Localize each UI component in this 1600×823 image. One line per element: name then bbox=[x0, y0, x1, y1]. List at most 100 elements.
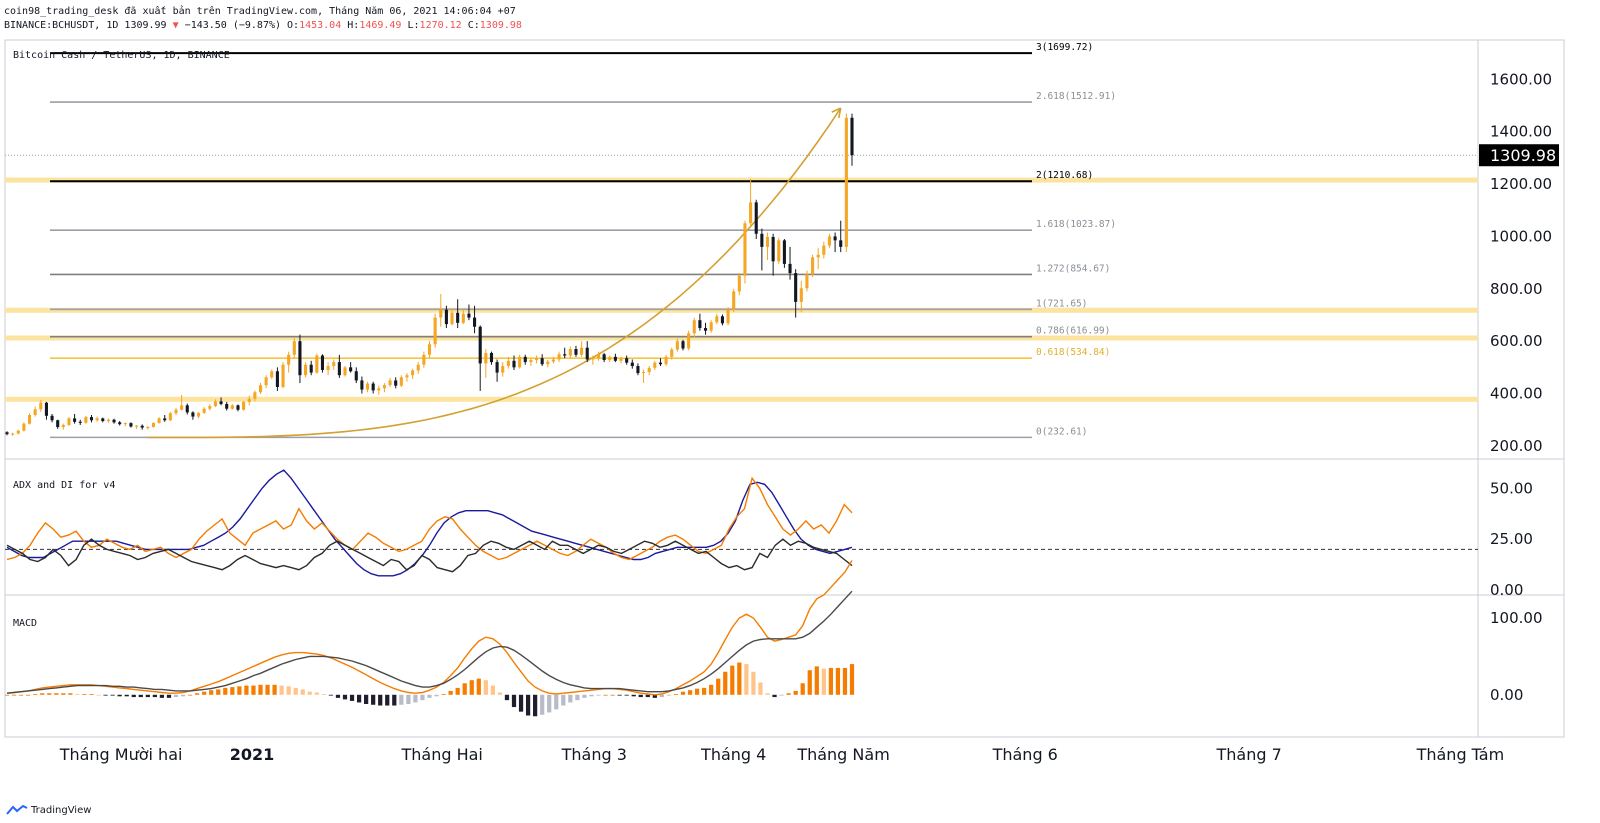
macd-series-line bbox=[6, 560, 853, 696]
candle-body bbox=[788, 263, 792, 274]
macd-histogram-bar bbox=[561, 694, 566, 706]
macd-histogram-bar bbox=[237, 686, 242, 695]
macd-histogram-bar bbox=[68, 693, 73, 695]
candle-body bbox=[360, 380, 364, 390]
candle-body bbox=[95, 418, 99, 421]
macd-histogram-bar bbox=[279, 685, 284, 695]
macd-histogram-bar bbox=[744, 664, 749, 695]
candle-body bbox=[799, 288, 803, 302]
macd-histogram-bar bbox=[434, 694, 439, 697]
tradingview-brand: TradingView bbox=[31, 804, 92, 816]
time-axis-tick: Tháng Mười hai bbox=[59, 745, 183, 764]
macd-histogram-bar bbox=[596, 694, 601, 696]
macd-histogram-bar bbox=[540, 694, 545, 715]
macd-histogram-bar bbox=[575, 694, 580, 701]
macd-histogram-bar bbox=[666, 694, 672, 696]
macd-histogram-bar bbox=[265, 684, 270, 695]
macd-histogram-bar bbox=[511, 694, 517, 708]
time-axis-tick: Tháng 6 bbox=[992, 745, 1058, 764]
candle-body bbox=[349, 367, 353, 372]
macd-histogram-bar bbox=[821, 668, 826, 695]
candle-body bbox=[422, 354, 426, 365]
macd-histogram-bar bbox=[180, 694, 186, 697]
candle-body bbox=[315, 355, 319, 373]
candle-body bbox=[473, 317, 477, 327]
chart-frame bbox=[4, 39, 1565, 738]
candle-body bbox=[309, 364, 313, 373]
time-axis-tick: Tháng 3 bbox=[561, 745, 627, 764]
candle-body bbox=[112, 419, 116, 423]
macd-histogram-bar bbox=[730, 665, 735, 695]
down-arrow-icon: ▼ bbox=[172, 20, 179, 31]
candle-body bbox=[281, 364, 285, 387]
adx-pane: 50.00 25.00 0.00 bbox=[5, 469, 1533, 599]
macd-histogram-bar bbox=[624, 694, 629, 696]
candle-body bbox=[608, 356, 612, 361]
macd-histogram-bar bbox=[737, 662, 742, 695]
candle-body bbox=[135, 425, 139, 427]
candle-body bbox=[512, 360, 516, 368]
macd-histogram-bar bbox=[138, 694, 143, 698]
candle-body bbox=[191, 412, 195, 417]
adx-series-line bbox=[6, 476, 853, 561]
macd-pane-title: MACD bbox=[13, 618, 37, 629]
candle-body bbox=[5, 432, 9, 435]
candle-body bbox=[720, 316, 724, 324]
candle-body bbox=[760, 233, 764, 247]
macd-histogram-bar bbox=[687, 690, 693, 695]
candle-body bbox=[275, 371, 279, 387]
macd-histogram-bar bbox=[335, 694, 341, 698]
fib-level-label: 2(1210.68) bbox=[1036, 170, 1093, 181]
candle-body bbox=[394, 380, 398, 386]
candle-body bbox=[343, 367, 347, 376]
chart-canvas[interactable]: 3(1699.72) 2.618(1512.91) 2(1210.68) 1.618(… bbox=[0, 0, 1600, 800]
candle-body bbox=[523, 356, 527, 363]
candle-body bbox=[833, 236, 837, 241]
candle-body bbox=[78, 421, 82, 423]
candle-body bbox=[444, 309, 448, 325]
price-axis-tick: 1600.00 bbox=[1490, 70, 1552, 88]
macd-histogram-bar bbox=[47, 693, 52, 695]
candle-body bbox=[478, 326, 482, 364]
macd-histogram-bar bbox=[469, 680, 474, 695]
high-label: H: bbox=[347, 20, 360, 31]
candle-body bbox=[619, 358, 623, 361]
candle-body bbox=[450, 312, 454, 325]
candle-body bbox=[219, 401, 223, 405]
candle-body bbox=[16, 430, 20, 434]
candle-body bbox=[258, 385, 263, 393]
candle-body bbox=[506, 360, 510, 367]
candle-body bbox=[354, 371, 358, 381]
macd-histogram-bar bbox=[758, 682, 763, 695]
candle-body bbox=[174, 409, 178, 414]
macd-histogram-bar bbox=[173, 694, 179, 698]
fib-level-label: 0.786(616.99) bbox=[1036, 326, 1110, 337]
macd-histogram-bar bbox=[152, 694, 157, 698]
macd-histogram-bar bbox=[385, 694, 390, 706]
candle-body bbox=[794, 273, 798, 302]
candle-body bbox=[580, 347, 584, 355]
fib-level-label: 3(1699.72) bbox=[1036, 42, 1093, 53]
candle-body bbox=[225, 404, 229, 409]
candle-body bbox=[703, 328, 708, 331]
macd-histogram-bar bbox=[786, 693, 791, 695]
candle-body bbox=[518, 356, 522, 368]
candle-body bbox=[737, 275, 741, 292]
macd-histogram-bar bbox=[103, 694, 108, 696]
candle-body bbox=[196, 412, 201, 417]
macd-histogram-bar bbox=[420, 694, 425, 701]
price-axis-tick: 400.00 bbox=[1490, 385, 1543, 403]
candle-body bbox=[551, 359, 555, 362]
macd-histogram-bar bbox=[441, 694, 446, 695]
candle-body bbox=[839, 240, 843, 247]
candle-body bbox=[27, 415, 32, 424]
candle-body bbox=[89, 417, 94, 421]
candle-body bbox=[180, 405, 184, 410]
candle-body bbox=[416, 364, 420, 371]
candle-body bbox=[670, 349, 674, 357]
macd-histogram-bar bbox=[631, 694, 636, 697]
macd-histogram-bar bbox=[145, 694, 150, 698]
macd-histogram-bar bbox=[547, 694, 552, 713]
time-axis: Tháng Mười hai 2021 Tháng Hai Tháng 3 Tháng … bbox=[59, 745, 1505, 764]
time-axis-tick: Tháng Tám bbox=[1416, 745, 1505, 764]
